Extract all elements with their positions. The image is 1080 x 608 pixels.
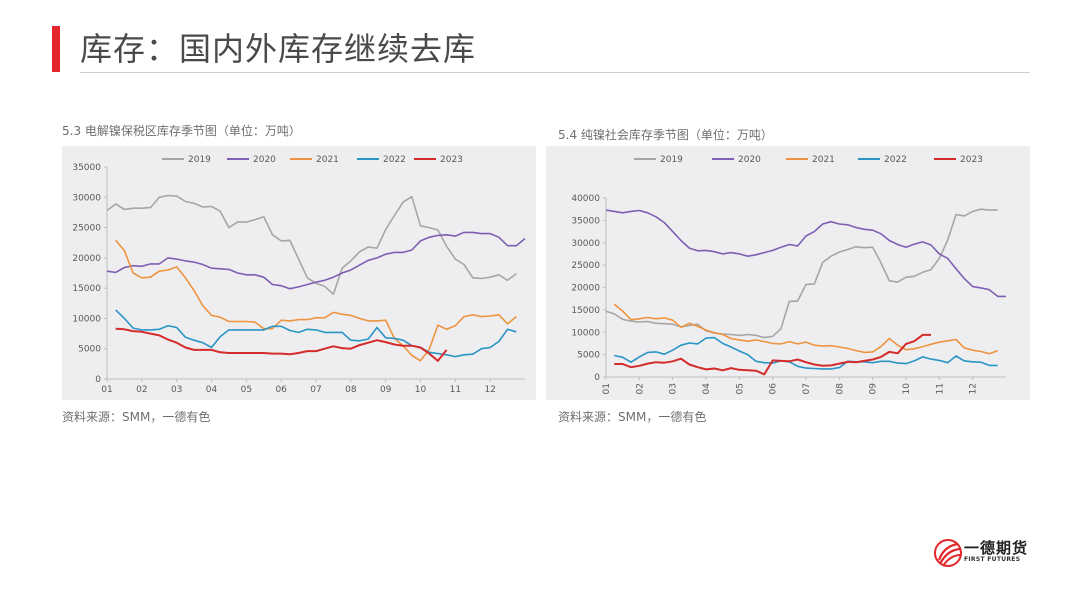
x-tick-label: 07 <box>310 385 321 395</box>
x-tick-label: 05 <box>241 385 252 395</box>
x-tick-label: 12 <box>969 383 979 394</box>
chart-source-bonded: 资料来源：SMM，一德有色 <box>62 410 211 424</box>
x-tick-label: 12 <box>484 385 495 395</box>
legend-label-2023: 2023 <box>960 155 983 165</box>
chart-panel-bonded: 0 5000 10000 15000 20000 25000 30000 35000 01 02 0… <box>62 146 536 400</box>
x-tick-label: 05 <box>735 383 745 394</box>
chart-caption-social: 5.4 纯镍社会库存季节图（单位：万吨） <box>558 128 773 142</box>
legend-label-2020: 2020 <box>253 155 276 165</box>
x-tick-label: 04 <box>702 383 712 395</box>
brand-name-en: FIRST FUTURES <box>964 556 1021 563</box>
legend-label-2021: 2021 <box>316 155 339 165</box>
x-tick-label: 07 <box>802 383 812 394</box>
legend-label-2022: 2022 <box>884 155 907 165</box>
series-line-2021 <box>115 239 517 362</box>
x-tick-label: 08 <box>835 383 845 395</box>
x-tick-label: 06 <box>769 383 779 395</box>
legend-label-2022: 2022 <box>383 155 406 165</box>
brand-logo: 一德期货 FIRST FUTURES <box>934 536 1034 570</box>
legend-label-2021: 2021 <box>812 155 835 165</box>
x-tick-label: 09 <box>869 383 879 395</box>
x-tick-label: 08 <box>345 385 357 395</box>
series-line-2023 <box>115 327 448 362</box>
y-tick-label: 15000 <box>72 284 101 294</box>
y-tick-label: 25000 <box>72 224 101 234</box>
x-tick-label: 01 <box>101 385 112 395</box>
x-tick-label: 10 <box>902 383 912 395</box>
y-tick-label: 40000 <box>571 194 600 204</box>
series-line-2019 <box>605 208 998 339</box>
chart-source-social: 资料来源：SMM，一德有色 <box>558 410 707 424</box>
brand-name-cn: 一德期货 <box>964 539 1029 557</box>
y-tick-label: 15000 <box>571 306 600 316</box>
title-divider <box>80 72 1030 73</box>
x-tick-label: 03 <box>669 383 679 394</box>
y-tick-label: 0 <box>594 373 600 383</box>
title-accent-bar <box>52 26 60 72</box>
y-tick-label: 10000 <box>72 314 101 324</box>
legend-label-2019: 2019 <box>660 155 683 165</box>
series-line-2023 <box>614 333 931 376</box>
y-tick-label: 35000 <box>571 216 600 226</box>
x-tick-label: 10 <box>415 385 427 395</box>
page-title: 库存：国内外库存继续去库 <box>80 30 477 68</box>
chart-panel-social: 0 5000 10000 15000 20000 25000 30000 35000 40000… <box>546 146 1030 400</box>
first-futures-logo-icon <box>934 539 962 567</box>
y-tick-label: 30000 <box>72 193 101 203</box>
x-tick-label: 06 <box>275 385 287 395</box>
x-tick-label: 11 <box>450 385 461 395</box>
y-tick-label: 20000 <box>571 284 600 294</box>
x-tick-label: 03 <box>171 385 182 395</box>
x-tick-label: 11 <box>935 383 945 394</box>
chart-bonded-inventory: 0 5000 10000 15000 20000 25000 30000 35000 01 02 0… <box>72 155 526 395</box>
series-line-2021 <box>613 303 998 355</box>
x-tick-label: 04 <box>206 385 218 395</box>
chart-caption-bonded: 5.3 电解镍保税区库存季节图（单位：万吨） <box>62 124 301 138</box>
y-tick-label: 0 <box>95 375 101 385</box>
x-tick-label: 02 <box>136 385 147 395</box>
y-tick-label: 25000 <box>571 261 600 271</box>
series-line-2020 <box>605 209 1006 298</box>
series-line-2019 <box>106 194 517 295</box>
y-tick-label: 20000 <box>72 254 101 264</box>
legend-label-2019: 2019 <box>188 155 211 165</box>
series-line-2022 <box>614 336 998 370</box>
x-tick-label: 09 <box>380 385 392 395</box>
y-tick-label: 10000 <box>571 328 600 338</box>
x-tick-label: 02 <box>635 383 645 394</box>
series-line-2022 <box>115 309 517 358</box>
y-tick-label: 5000 <box>78 345 101 355</box>
series-line-2020 <box>106 231 526 290</box>
y-tick-label: 35000 <box>72 163 101 173</box>
legend-label-2020: 2020 <box>738 155 761 165</box>
chart-social-inventory: 0 5000 10000 15000 20000 25000 30000 35000 40000… <box>571 155 1006 395</box>
legend-label-2023: 2023 <box>440 155 463 165</box>
y-tick-label: 5000 <box>577 351 600 361</box>
x-tick-label: 01 <box>602 383 612 394</box>
y-tick-label: 30000 <box>571 239 600 249</box>
